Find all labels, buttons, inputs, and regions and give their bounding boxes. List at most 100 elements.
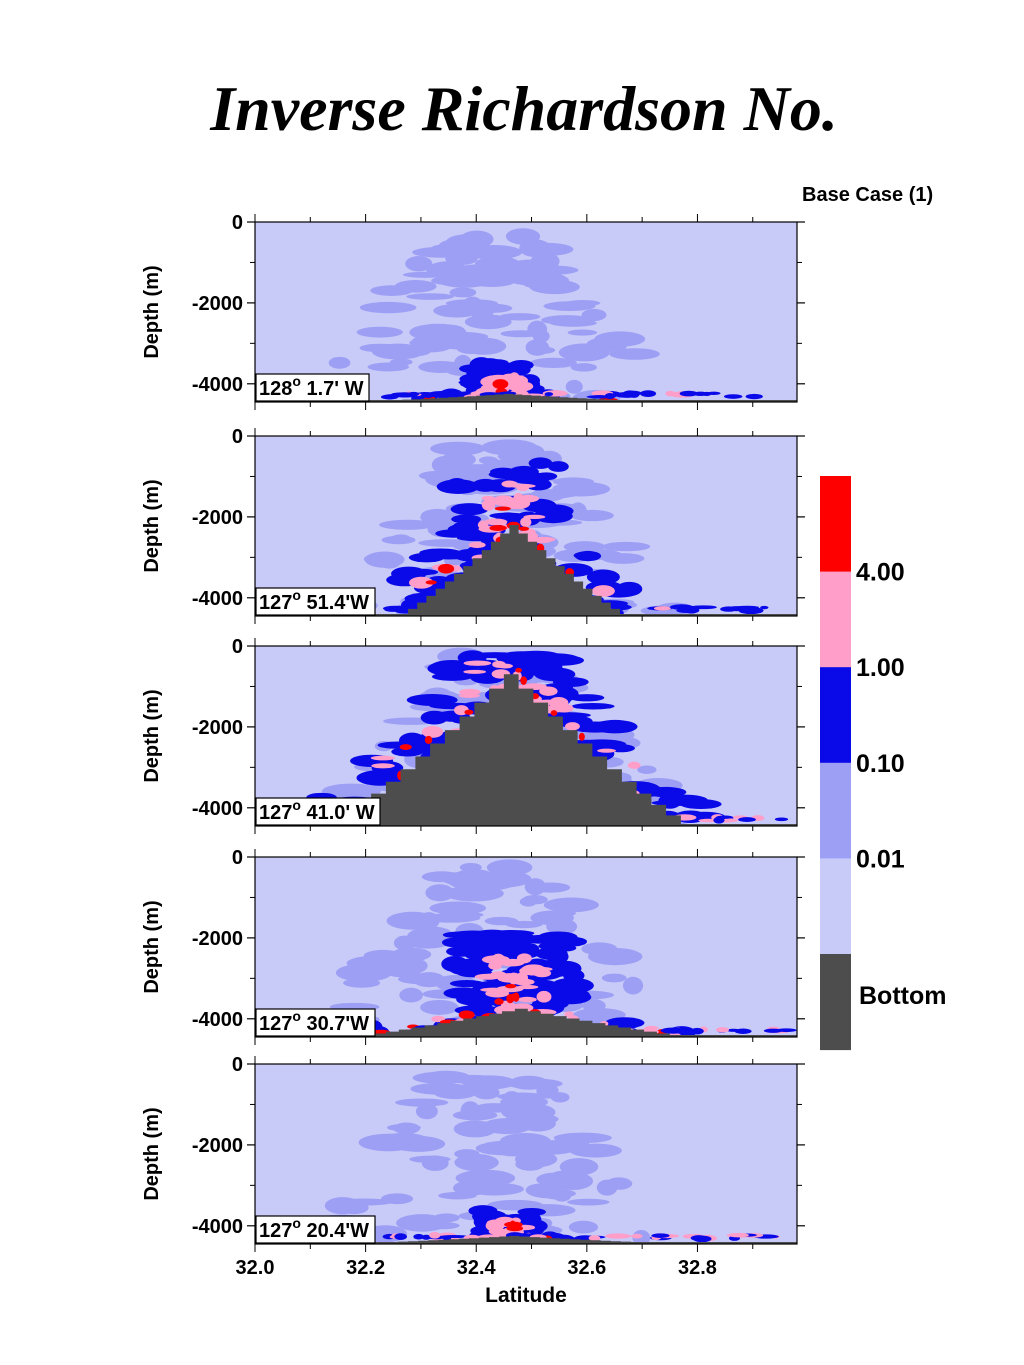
contour-level-1 [418,361,464,373]
contour-level-1 [530,357,577,369]
contour-level-1 [358,1133,418,1152]
colorbar-swatch [820,762,851,859]
contour-level-2 [450,503,489,516]
contour-level-1 [570,363,597,372]
contour-level-4 [371,1029,390,1035]
contour-seafloor [676,608,698,614]
colorbar-swatch [820,476,851,573]
contour-seafloor [690,1027,704,1035]
contour-level-1 [415,1103,438,1120]
contour-level-1 [438,1191,477,1200]
contour-level-4 [515,667,522,673]
contour-level-4 [512,992,520,1002]
contour-seafloor [760,605,769,610]
contour-level-1 [515,1157,545,1171]
location-box [255,1008,376,1037]
contour-level-4 [518,526,530,531]
contour-level-3 [536,990,552,1003]
y-axis-label: Depth (m) [141,1107,163,1200]
contour-level-3 [370,755,396,761]
colorbar: 4.00 1.00 0.10 0.01 Bottom [820,476,946,1051]
contour-level-2 [449,980,484,988]
contour-level-3 [481,499,496,511]
contour-level-2 [436,479,480,494]
contour-level-2 [533,509,573,524]
contour-level-4 [464,709,474,715]
contour-level-1 [519,896,537,907]
contour-level-1 [464,296,481,307]
contour-seafloor [413,1233,425,1240]
panel-frame [254,1063,798,1245]
contour-level-2 [488,469,533,480]
contour-level-1 [379,519,436,530]
contour-seafloor [422,392,435,399]
contour-level-1 [527,265,579,275]
contour-level-4 [492,379,509,389]
contour-level-2 [469,652,521,659]
contour-level-1 [542,1184,565,1200]
contour-level-2 [571,703,615,710]
contour-seafloor [738,607,764,615]
contour-level-2 [469,357,494,373]
contour-level-3 [409,576,434,589]
contour-level-1 [594,331,646,347]
contour-level-2 [508,359,534,371]
contour-level-3 [505,1002,517,1010]
seafloor [255,1008,797,1037]
panels: 0 -2000 -4000 Depth (m) 128o 1.7' W 0 -2000 -40… [141,212,805,1252]
contour-level-1 [587,947,643,966]
contour-level-1 [569,317,595,326]
x-tick-label: 32.6 [567,1257,606,1279]
contour-level-3 [371,763,395,769]
panel-frame [254,435,798,617]
contour-level-3 [501,480,518,488]
contour-level-1 [596,1179,618,1196]
contour-level-1 [609,348,660,360]
contour-level-2 [489,930,535,937]
contour-level-1 [441,871,499,887]
contour-seafloor [429,1231,441,1239]
y-tick-label: -4000 [192,1216,243,1238]
contour-seafloor [679,390,698,397]
y-axis-label: Depth (m) [141,900,163,993]
contour-seafloor [605,604,632,611]
seafloor [255,1235,797,1244]
contour-level-3 [516,485,529,492]
contour-level-2 [441,937,467,948]
contour-level-1 [433,303,480,318]
contour-level-1 [459,862,482,872]
contour-level-1 [443,267,481,280]
contour-level-1 [409,1155,451,1163]
contour-level-1 [499,313,541,321]
contour-level-3 [517,984,539,990]
contour-level-2 [391,746,424,757]
contour-level-1 [527,346,556,354]
contour-level-1 [568,1220,599,1234]
contour-seafloor [715,815,726,821]
x-tick-label: 32.4 [457,1257,497,1279]
contour-level-1 [474,1103,514,1113]
colorbar-bottom-label: Bottom [859,982,946,1010]
location-box [255,797,381,826]
contour-level-1 [454,1149,480,1159]
contour-level-2 [651,799,703,806]
contour-level-1 [443,885,504,902]
contour-level-3 [592,585,615,597]
contour-seafloor [690,1235,707,1241]
contour-level-3 [523,514,546,520]
contour-level-1 [371,343,425,360]
contour-level-1 [490,1119,516,1130]
contour-level-2 [616,581,643,597]
y-tick-label: 0 [232,847,243,869]
panel-3: 0 -2000 -4000 Depth (m) 127o 41.0' W [141,636,805,834]
contour-level-4 [520,676,527,685]
contour-level-3 [485,989,510,998]
contour-level-4 [399,744,412,751]
contour-level-1 [637,765,657,774]
contour-seafloor [588,1235,601,1242]
x-tick-label: 32.0 [236,1257,275,1279]
contour-level-3 [520,517,532,528]
y-tick-label: -2000 [192,928,243,950]
contour-level-1 [410,1082,471,1095]
